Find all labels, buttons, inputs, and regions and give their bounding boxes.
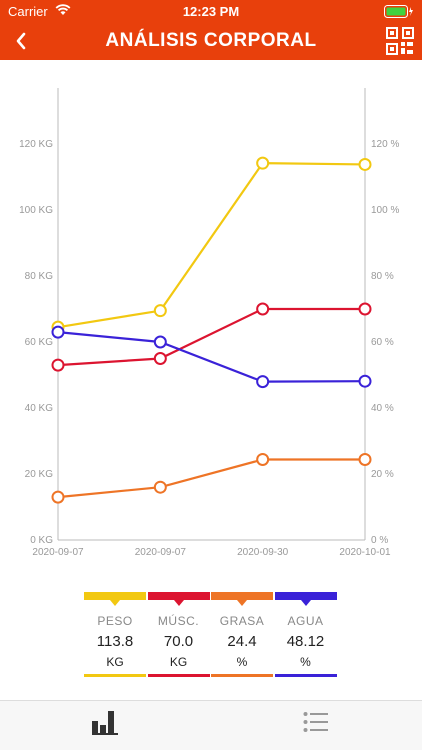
legend-unit: KG (169, 655, 188, 669)
x-tick-label: 2020-09-07 (135, 547, 187, 558)
legend-label: GRASA (219, 614, 265, 628)
legend-notch (110, 600, 120, 606)
data-point[interactable] (358, 302, 372, 316)
status-bar: Carrier 12:23 PM (0, 0, 422, 22)
status-time: 12:23 PM (182, 4, 240, 19)
data-point[interactable] (153, 352, 167, 365)
left-tick-label: 120 KG (19, 139, 53, 150)
legend-value: 48.12 (286, 633, 325, 650)
legend-item[interactable]: PESO 113.8 KG (84, 592, 147, 680)
x-tick-label: 2020-09-30 (237, 547, 289, 558)
legend-label: AGUA (287, 614, 324, 628)
left-tick-label: 60 KG (25, 337, 54, 348)
left-tick-label: 20 KG (25, 469, 54, 480)
legend-color-bar (84, 592, 146, 600)
tab-chart[interactable] (0, 701, 211, 750)
legend-underline (211, 674, 273, 677)
data-point[interactable] (256, 452, 270, 466)
body-composition-chart: 0 KG 20 KG 40 KG 60 KG 80 KG 100 KG 120 KG 0 % 2… (0, 70, 422, 570)
left-tick-label: 100 KG (19, 205, 53, 216)
data-point[interactable] (51, 358, 65, 372)
legend-color-bar (147, 592, 210, 600)
wifi-icon (55, 4, 71, 15)
legend-notch (300, 600, 311, 606)
tab-bar (0, 700, 422, 750)
legend-label: PESO (97, 614, 133, 628)
left-tick-label: 40 KG (25, 403, 54, 414)
legend-item[interactable]: GRASA 24.4% (211, 592, 274, 680)
legend-underline (84, 674, 146, 677)
data-point[interactable] (358, 157, 372, 171)
data-point[interactable] (51, 325, 65, 339)
legend-underline (274, 674, 337, 677)
series-line (57, 458, 365, 499)
tab-list[interactable] (211, 701, 422, 750)
legend-color-bar (274, 592, 337, 600)
legend-item[interactable]: AGUA 48.12% (274, 592, 338, 680)
series-line (57, 307, 365, 367)
right-tick-label: 20 % (371, 469, 394, 480)
legend-notch (237, 600, 247, 606)
battery-icon (384, 5, 413, 18)
data-point[interactable] (51, 490, 65, 504)
right-tick-label: 0 % (371, 535, 388, 546)
left-tick-label: 80 KG (25, 271, 54, 282)
data-point[interactable] (256, 156, 270, 170)
legend-value: 113.8 (96, 633, 134, 650)
legend-unit: KG (106, 655, 124, 669)
right-tick-label: 120 % (371, 139, 399, 150)
bar-chart-icon (92, 711, 118, 735)
data-point[interactable] (153, 335, 167, 349)
legend-notch (173, 600, 184, 606)
qr-code-icon[interactable] (386, 27, 414, 55)
series-line (57, 331, 366, 383)
legend-panel: PESO 113.8 KG MÚSC. 70.0 KG GRASA 24.4% AGUA 48.1… (84, 592, 338, 680)
legend-color-bar (211, 592, 273, 600)
page-title: ANÁLISIS CORPORAL (105, 30, 317, 51)
right-tick-label: 80 % (371, 271, 394, 282)
data-point[interactable] (256, 375, 270, 389)
series-line (57, 162, 366, 329)
carrier-label: Carrier (8, 4, 48, 19)
left-tick-label: 0 KG (30, 535, 53, 546)
data-point[interactable] (153, 480, 167, 494)
right-tick-label: 100 % (371, 205, 399, 216)
data-point[interactable] (358, 374, 372, 388)
legend-item[interactable]: MÚSC. 70.0 KG (147, 592, 211, 680)
legend-unit: % (236, 655, 248, 669)
legend-label: MÚSC. (157, 614, 200, 628)
right-tick-label: 60 % (371, 337, 394, 348)
back-icon[interactable] (8, 26, 38, 56)
x-tick-label: 2020-09-07 (32, 547, 84, 558)
data-point[interactable] (358, 452, 372, 466)
legend-value: 24.4 (227, 633, 257, 650)
data-point[interactable] (256, 302, 270, 316)
x-tick-label: 2020-10-01 (339, 547, 391, 558)
legend-unit: % (300, 655, 311, 669)
data-point[interactable] (153, 304, 167, 318)
list-icon (303, 712, 328, 732)
nav-bar: ANÁLISIS CORPORAL (0, 22, 422, 60)
right-tick-label: 40 % (371, 403, 394, 414)
legend-value: 70.0 (163, 633, 194, 650)
legend-underline (147, 674, 210, 677)
